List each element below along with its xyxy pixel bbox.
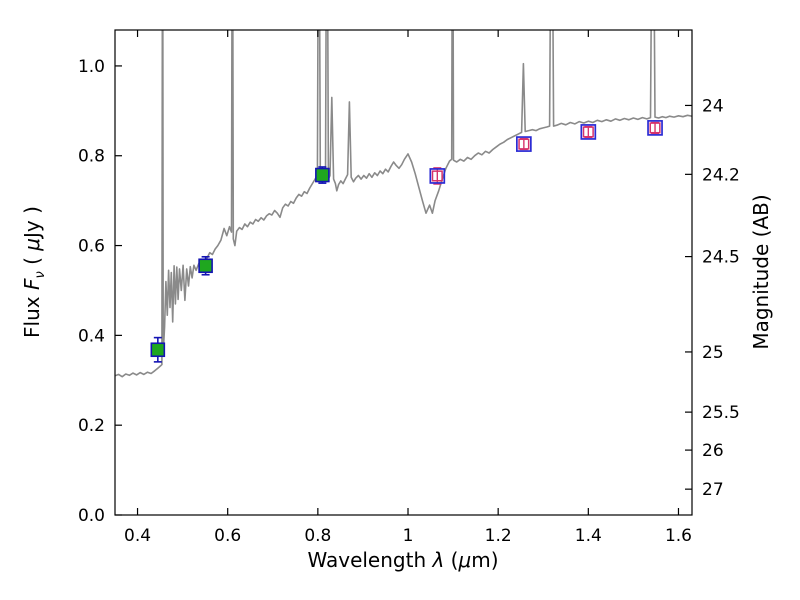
x-tick-label: 0.4 (124, 526, 151, 546)
mu-symbol: μ (458, 548, 472, 572)
y-tick-label-left: 0.2 (78, 416, 105, 436)
x-axis-unit-open: ( (444, 548, 459, 572)
y-tick-label-left: 0.4 (78, 326, 105, 346)
y-tick-label-left: 0.8 (78, 147, 105, 167)
photometry-point-model (516, 136, 532, 152)
y-tick-label-left: 1.0 (78, 57, 105, 77)
y-tick-label-right: 26 (702, 441, 724, 461)
y-tick-label-left: 0.6 (78, 237, 105, 257)
open-square-outer (516, 136, 532, 152)
photometry-point-model (580, 124, 597, 140)
y-axis-label-right: Magnitude (AB) (749, 194, 773, 350)
spectrum-line (115, 30, 692, 378)
flux-symbol: F (20, 278, 44, 291)
x-tick-label: 1.4 (575, 526, 602, 546)
open-square-inner (582, 126, 594, 138)
photometry-point-model (647, 120, 663, 136)
x-axis-label-text: Wavelength (307, 548, 433, 572)
open-square-inner (431, 170, 443, 182)
y-tick-label-right: 24.2 (702, 165, 740, 185)
photometry-point-model (429, 167, 446, 185)
x-tick-label: 0.8 (304, 526, 331, 546)
flux-unit-mu: μ (20, 237, 44, 251)
open-square-inner (649, 122, 661, 134)
y-tick-label-right: 24 (702, 96, 724, 116)
filled-square (315, 167, 330, 183)
x-tick-label: 1.2 (485, 526, 512, 546)
open-square-inner (518, 138, 530, 150)
filled-square (150, 342, 166, 358)
y-tick-label-right: 27 (702, 480, 724, 500)
y-tick-label-right: 24.5 (702, 248, 740, 268)
open-square-outer (429, 168, 446, 184)
nu-subscript: ν (33, 271, 48, 279)
x-tick-label: 1 (403, 526, 414, 546)
flux-unit-open: ( (20, 250, 44, 272)
filled-square (198, 258, 213, 274)
x-axis-label: Wavelength λ (μm) (307, 548, 498, 572)
x-axis-unit-close: m) (471, 548, 499, 572)
flux-label-text: Flux (20, 290, 44, 338)
photometry-point-observed (315, 166, 330, 184)
plot-frame (114, 29, 693, 516)
photometry-point-observed (198, 255, 213, 276)
photometry-point-observed (150, 336, 166, 363)
flux-unit-close: Jy ) (20, 206, 44, 238)
x-tick-label: 0.6 (214, 526, 241, 546)
lambda-symbol: λ (432, 548, 445, 572)
x-tick-label: 1.6 (665, 526, 692, 546)
y-tick-label-right: 25 (702, 343, 724, 363)
y-tick-label-left: 0.0 (78, 506, 105, 526)
open-square-outer (580, 124, 597, 140)
open-square-outer (647, 120, 663, 136)
y-tick-label-right: 25.5 (702, 403, 740, 423)
y-axis-label-left: Flux Fν ( μJy ) (20, 206, 48, 338)
